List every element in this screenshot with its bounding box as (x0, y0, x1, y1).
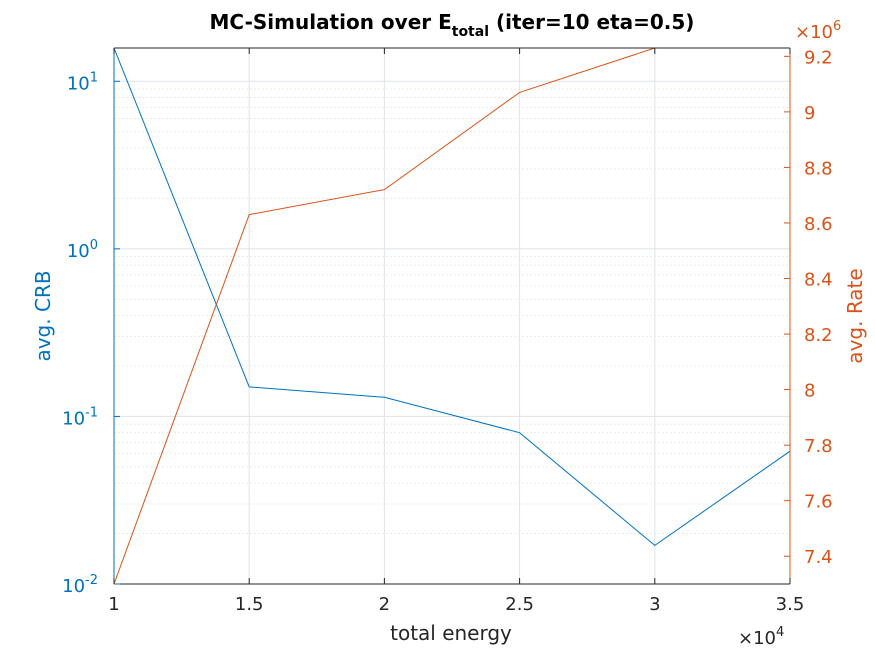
x-tick-label: 3 (649, 594, 660, 615)
x-exponent-base: ×10 (738, 628, 776, 649)
series-line-crb (113, 47, 791, 547)
x-tick-label: 3.5 (776, 594, 805, 615)
x-exponent-power: 4 (776, 625, 784, 640)
left-tick-label: 101 (67, 70, 98, 94)
chart-title-subscript: total (452, 24, 489, 40)
x-axis-exponent: ×104 (738, 625, 784, 649)
right-tick-label: 7.8 (804, 436, 833, 457)
right-axis-exponent: ×106 (795, 19, 841, 43)
left-tick-label: 10-1 (62, 405, 98, 429)
right-tick-label: 9 (804, 103, 815, 124)
right-exponent-power: 6 (833, 19, 841, 34)
left-tick-label: 100 (67, 238, 98, 262)
right-axis-label: avg. Rate (843, 268, 867, 363)
right-tick-label: 8.8 (804, 158, 833, 179)
right-tick-label: 8 (804, 381, 815, 402)
x-tick-label: 2.5 (505, 594, 534, 615)
right-tick-label: 7.6 (804, 492, 833, 513)
x-tick-label: 1 (108, 594, 119, 615)
axes-layer: 1 1.5 2 2.5 3 3.5 10-2 10-1 100 101 7.4 7.6 7.8 8 8.2 8… (62, 47, 833, 615)
right-tick-label: 7.4 (804, 547, 833, 568)
x-axis-label: total energy (390, 621, 512, 645)
chart-title-suffix: (iter=10 eta=0.5) (489, 10, 694, 34)
right-exponent-base: ×10 (795, 22, 833, 43)
left-tick-label: 10-2 (62, 573, 98, 597)
grid-layer (114, 48, 790, 584)
chart-title: MC-Simulation over Etotal (iter=10 eta=0… (210, 10, 695, 40)
chart-title-main: MC-Simulation over E (210, 10, 452, 34)
right-tick-label: 8.4 (804, 270, 833, 291)
right-tick-label: 9.2 (804, 47, 833, 68)
right-tick-label: 8.6 (804, 214, 833, 235)
x-tick-label: 2 (379, 594, 390, 615)
right-tick-label: 8.2 (804, 325, 833, 346)
left-axis-label: avg. CRB (31, 270, 55, 361)
x-tick-label: 1.5 (235, 594, 264, 615)
